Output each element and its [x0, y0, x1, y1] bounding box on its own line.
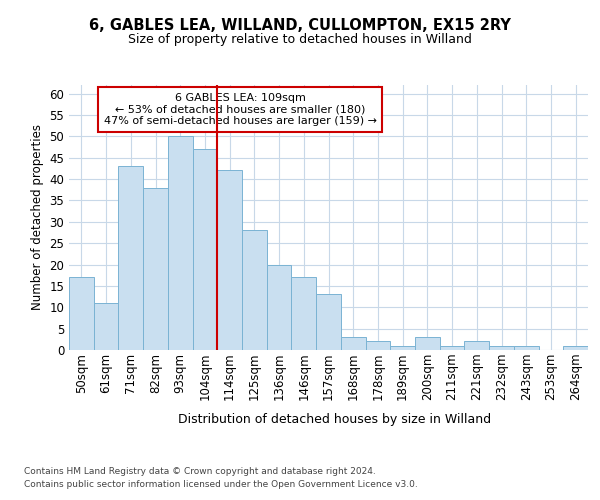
Bar	[143, 188, 168, 350]
Bar	[94, 303, 118, 350]
Text: Size of property relative to detached houses in Willand: Size of property relative to detached ho…	[128, 32, 472, 46]
Bar	[118, 166, 143, 350]
Bar	[217, 170, 242, 350]
Bar	[464, 342, 489, 350]
Bar	[69, 278, 94, 350]
Bar	[365, 342, 390, 350]
Bar	[341, 337, 365, 350]
Bar	[440, 346, 464, 350]
Bar	[489, 346, 514, 350]
Bar	[415, 337, 440, 350]
Bar	[316, 294, 341, 350]
Bar	[390, 346, 415, 350]
Text: Contains HM Land Registry data © Crown copyright and database right 2024.: Contains HM Land Registry data © Crown c…	[24, 468, 376, 476]
Bar	[563, 346, 588, 350]
Bar	[267, 264, 292, 350]
Text: 6, GABLES LEA, WILLAND, CULLOMPTON, EX15 2RY: 6, GABLES LEA, WILLAND, CULLOMPTON, EX15…	[89, 18, 511, 32]
Bar	[242, 230, 267, 350]
Y-axis label: Number of detached properties: Number of detached properties	[31, 124, 44, 310]
Text: Contains public sector information licensed under the Open Government Licence v3: Contains public sector information licen…	[24, 480, 418, 489]
Bar	[514, 346, 539, 350]
Text: 6 GABLES LEA: 109sqm
← 53% of detached houses are smaller (180)
47% of semi-deta: 6 GABLES LEA: 109sqm ← 53% of detached h…	[104, 93, 377, 126]
Bar	[193, 149, 217, 350]
Bar	[168, 136, 193, 350]
Bar	[292, 278, 316, 350]
Text: Distribution of detached houses by size in Willand: Distribution of detached houses by size …	[178, 412, 491, 426]
